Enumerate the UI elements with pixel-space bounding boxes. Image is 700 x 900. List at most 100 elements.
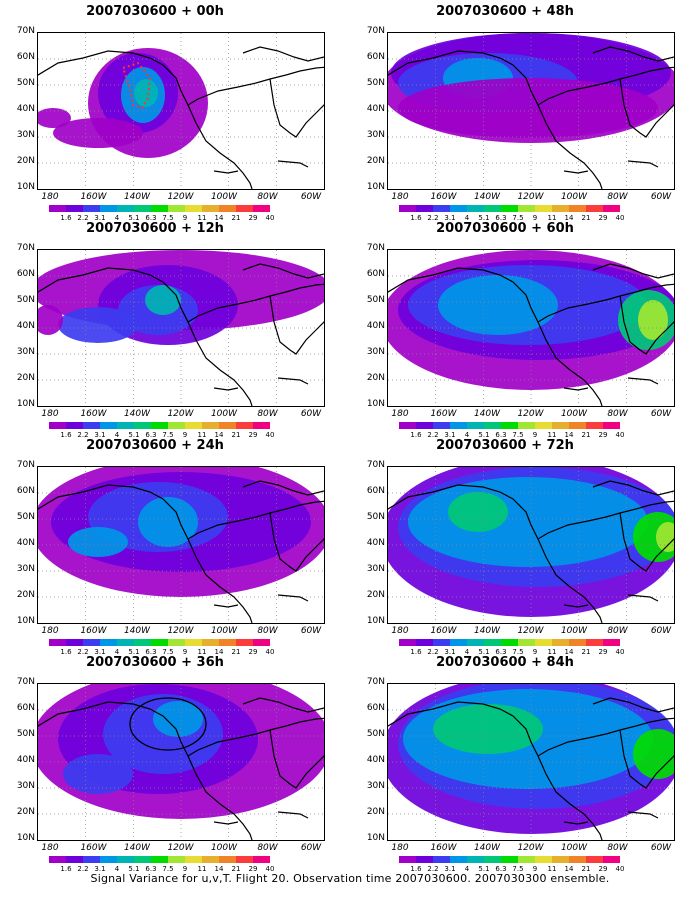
colorbar-label: 5.1 — [128, 865, 140, 873]
colorbar-swatch — [586, 856, 603, 863]
colorbar-swatch — [49, 856, 66, 863]
colorbar-label: 21 — [231, 865, 241, 873]
variance-contour — [38, 108, 71, 128]
flight-track — [121, 61, 152, 110]
colorbar-label: 7.5 — [162, 431, 174, 439]
colorbar-swatch — [467, 205, 484, 212]
colorbar-swatch — [603, 422, 620, 429]
panel-title: 2007030600 + 36h — [86, 655, 224, 670]
lon-label: 100W — [210, 843, 238, 853]
map-plot-area — [37, 249, 325, 407]
lon-label: 140W — [473, 626, 501, 636]
colorbar-swatch — [518, 639, 535, 646]
colorbar-label: 11 — [547, 214, 557, 222]
colorbar-label: 14 — [564, 865, 574, 873]
lon-label: 180 — [391, 843, 409, 853]
colorbar-swatch — [433, 856, 450, 863]
colorbar-swatch — [467, 639, 484, 646]
colorbar-swatch — [603, 639, 620, 646]
lat-label: 40N — [366, 104, 385, 114]
variance-contour — [398, 78, 658, 138]
lat-label: 10N — [16, 833, 35, 843]
lon-label: 180 — [41, 626, 59, 636]
colorbar-label: 9 — [182, 431, 188, 439]
lat-label: 30N — [16, 564, 35, 574]
lat-label: 50N — [366, 512, 385, 522]
colorbar-swatch — [219, 422, 236, 429]
colorbar-swatch — [552, 422, 569, 429]
colorbar — [49, 205, 270, 212]
lat-label: 10N — [16, 182, 35, 192]
colorbar-swatch — [100, 856, 117, 863]
colorbar-label: 2.2 — [77, 865, 89, 873]
lat-label: 10N — [366, 616, 385, 626]
variance-contour — [408, 477, 648, 567]
coastline — [388, 263, 674, 406]
colorbar-label: 2.2 — [427, 865, 439, 873]
lon-label: 60W — [650, 409, 672, 419]
colorbar-swatch — [202, 639, 219, 646]
colorbar-label: 7.5 — [162, 865, 174, 873]
colorbar-label: 40 — [265, 648, 275, 656]
colorbar-swatch — [586, 422, 603, 429]
lon-label: 100W — [210, 409, 238, 419]
lon-label: 160W — [430, 409, 457, 419]
colorbar-label: 6.3 — [495, 214, 507, 222]
map-panel-24h: 2007030600 + 24h 70N 60N 50N 40N 30N 20N 10N 180… — [5, 438, 345, 656]
colorbar-swatch — [66, 205, 83, 212]
colorbar-swatch — [202, 205, 219, 212]
colorbar-label: 14 — [214, 865, 224, 873]
colorbar-label: 1.6 — [60, 214, 72, 222]
lat-label: 40N — [16, 755, 35, 765]
colorbar-swatch — [569, 856, 586, 863]
colorbar-label: 29 — [598, 431, 608, 439]
colorbar-swatch — [117, 856, 134, 863]
lat-label: 30N — [16, 781, 35, 791]
colorbar-label: 6.3 — [145, 431, 157, 439]
colorbar-swatch — [134, 205, 151, 212]
lat-label: 40N — [16, 104, 35, 114]
lon-label: 100W — [210, 626, 238, 636]
colorbar-swatch — [569, 639, 586, 646]
lon-label: 80W — [257, 626, 278, 636]
variance-contour — [53, 118, 143, 148]
variance-contour — [63, 754, 133, 794]
colorbar-swatch — [236, 205, 253, 212]
colorbar-swatch — [219, 205, 236, 212]
colorbar-swatch — [66, 856, 83, 863]
colorbar-label: 6.3 — [495, 648, 507, 656]
colorbar-label: 4 — [464, 648, 470, 656]
colorbar-swatch — [100, 205, 117, 212]
colorbar-swatch — [450, 422, 467, 429]
map-plot-area — [37, 683, 325, 841]
lon-label: 140W — [123, 409, 151, 419]
colorbar-label: 29 — [248, 214, 258, 222]
colorbar-label: 5.1 — [128, 648, 140, 656]
colorbar-label: 4 — [114, 431, 120, 439]
colorbar-swatch — [518, 422, 535, 429]
lon-label: 160W — [80, 409, 107, 419]
colorbar — [49, 422, 270, 429]
lat-label: 50N — [16, 78, 35, 88]
colorbar-label: 5.1 — [478, 865, 490, 873]
colorbar-label: 4 — [114, 648, 120, 656]
lat-label: 70N — [366, 677, 385, 687]
colorbar-swatch — [450, 205, 467, 212]
colorbar-swatch — [134, 856, 151, 863]
colorbar — [399, 205, 620, 212]
colorbar-swatch — [569, 422, 586, 429]
lat-label: 10N — [366, 833, 385, 843]
colorbar-label: 6.3 — [495, 431, 507, 439]
lon-label: 160W — [80, 192, 107, 202]
lon-label: 80W — [607, 843, 628, 853]
colorbar-swatch — [253, 856, 270, 863]
colorbar-label: 2.2 — [427, 648, 439, 656]
map-panel-36h: 2007030600 + 36h 70N 60N 50N 40N 30N 20N 10N 180… — [5, 655, 345, 873]
lon-label: 120W — [517, 626, 544, 636]
colorbar-label: 40 — [615, 648, 625, 656]
lat-label: 70N — [366, 243, 385, 253]
colorbar-swatch — [168, 639, 185, 646]
panel-title: 2007030600 + 48h — [436, 4, 574, 19]
lat-label: 30N — [16, 130, 35, 140]
colorbar-swatch — [49, 205, 66, 212]
